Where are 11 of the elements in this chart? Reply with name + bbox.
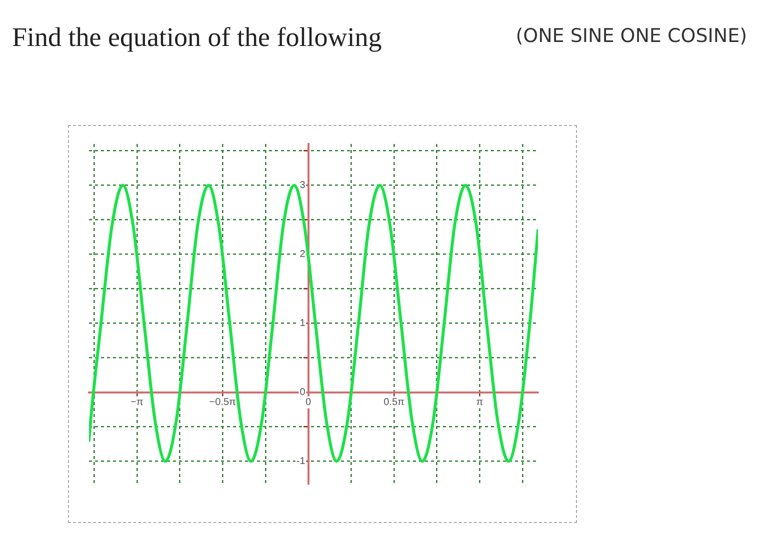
chart-title: Find the equation of the following bbox=[12, 22, 382, 53]
y-tick-label: 3 bbox=[300, 180, 306, 192]
x-tick-label: −π bbox=[130, 397, 144, 408]
y-tick-label: -1 bbox=[296, 456, 306, 467]
x-tick-label: π bbox=[476, 397, 484, 408]
y-tick-label: 0 bbox=[300, 387, 306, 398]
x-tick-label: −0.5π bbox=[209, 397, 236, 408]
y-tick-label: 1 bbox=[300, 318, 306, 330]
text: (ONE SINE ONE COSINE) bbox=[516, 25, 747, 47]
y-tick-label: 2 bbox=[300, 249, 306, 260]
x-tick-label: 0.5π bbox=[384, 397, 405, 408]
